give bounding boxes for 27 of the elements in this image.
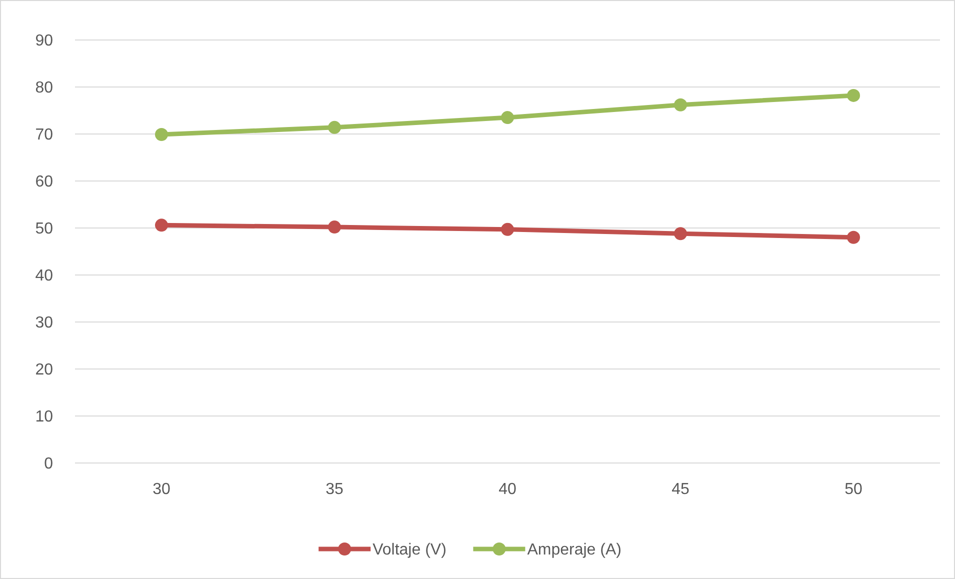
point bbox=[847, 230, 860, 244]
point bbox=[847, 88, 860, 102]
y-tick-label: 30 bbox=[35, 314, 54, 332]
y-tick-label: 0 bbox=[44, 456, 54, 473]
x-tick-label: 45 bbox=[672, 481, 690, 498]
point bbox=[155, 128, 168, 141]
y-tick-label: 90 bbox=[35, 32, 54, 50]
point bbox=[501, 111, 514, 124]
x-tick-label: 30 bbox=[152, 481, 170, 498]
y-tick-label: 20 bbox=[35, 362, 54, 379]
legend-label: Amperaje (A) bbox=[527, 542, 622, 559]
x-tick-label: 35 bbox=[326, 481, 344, 498]
point bbox=[674, 98, 687, 112]
point bbox=[674, 227, 687, 240]
x-tick-label: 40 bbox=[498, 481, 516, 498]
y-tick-label: 40 bbox=[35, 268, 54, 285]
point bbox=[155, 218, 168, 232]
y-tick-label: 70 bbox=[35, 126, 54, 144]
y-tick-label: 50 bbox=[35, 220, 54, 238]
point bbox=[328, 220, 341, 234]
point bbox=[501, 222, 514, 236]
y-tick-label: 10 bbox=[35, 408, 54, 426]
x-tick-label: 50 bbox=[844, 481, 862, 498]
legend-label: Voltaje (V) bbox=[372, 542, 446, 559]
point bbox=[328, 120, 341, 134]
y-tick-label: 60 bbox=[35, 174, 54, 191]
y-tick-label: 80 bbox=[35, 80, 54, 97]
